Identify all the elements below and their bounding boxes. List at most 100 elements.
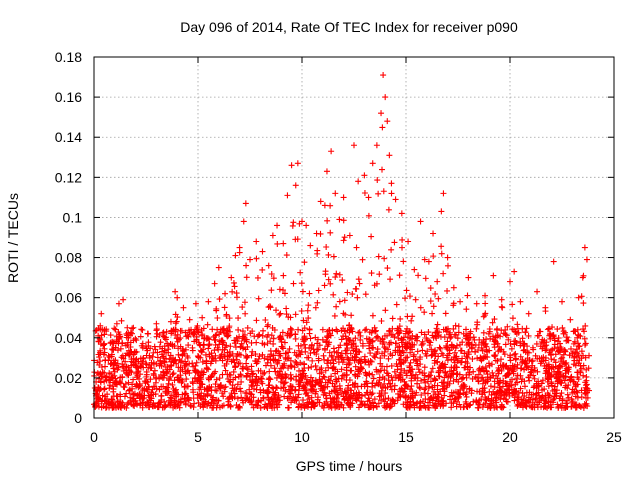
data-point: [403, 287, 410, 294]
data-point: [533, 385, 540, 392]
data-point: [550, 333, 557, 340]
data-point: [560, 372, 567, 379]
data-point: [171, 342, 178, 349]
data-point: [371, 396, 378, 403]
data-point: [555, 346, 562, 353]
data-point: [236, 249, 243, 256]
data-point: [402, 394, 409, 401]
data-point: [447, 335, 454, 342]
data-point: [421, 372, 428, 379]
data-point: [375, 190, 382, 197]
data-point: [225, 402, 232, 409]
data-point: [133, 364, 140, 371]
data-point: [212, 341, 219, 348]
data-point: [410, 351, 417, 358]
data-point: [388, 386, 395, 393]
data-point: [125, 379, 132, 386]
data-point: [559, 324, 566, 331]
data-point: [547, 374, 554, 381]
data-point: [198, 349, 205, 356]
data-point: [436, 344, 443, 351]
y-tick-label: 0.02: [55, 370, 82, 386]
data-point: [276, 286, 283, 293]
data-point: [440, 352, 447, 359]
data-point: [507, 340, 514, 347]
data-point: [305, 315, 312, 322]
data-point: [170, 370, 177, 377]
data-point: [517, 298, 524, 305]
data-point: [204, 402, 211, 409]
data-point: [392, 340, 399, 347]
data-point: [446, 350, 453, 357]
data-point: [368, 233, 375, 240]
data-point: [352, 363, 359, 370]
data-point: [235, 315, 242, 322]
data-point: [137, 394, 144, 401]
data-point: [308, 381, 315, 388]
data-point: [340, 333, 347, 340]
data-point: [534, 355, 541, 362]
data-point: [174, 314, 181, 321]
data-point: [468, 387, 475, 394]
data-point: [185, 367, 192, 374]
data-point: [237, 388, 244, 395]
data-point: [297, 342, 304, 349]
data-point: [174, 374, 181, 381]
data-point: [480, 313, 487, 320]
data-point: [396, 323, 403, 330]
data-point: [539, 345, 546, 352]
data-point: [301, 365, 308, 372]
y-tick-label: 0.14: [55, 129, 82, 145]
data-point: [438, 363, 445, 370]
data-point: [210, 356, 217, 363]
data-point: [277, 310, 284, 317]
data-point: [432, 377, 439, 384]
data-point: [310, 346, 317, 353]
data-point: [182, 346, 189, 353]
data-point: [428, 346, 435, 353]
data-point: [134, 392, 141, 399]
data-point: [226, 323, 233, 330]
data-point: [522, 329, 529, 336]
data-point: [474, 388, 481, 395]
data-point: [463, 403, 470, 410]
data-point: [242, 310, 249, 317]
data-point: [95, 384, 102, 391]
data-point: [139, 355, 146, 362]
data-point: [271, 399, 278, 406]
data-point: [362, 391, 369, 398]
data-point: [298, 307, 305, 314]
data-point: [162, 389, 169, 396]
data-point: [329, 365, 336, 372]
data-point: [296, 401, 303, 408]
data-point: [352, 348, 359, 355]
data-point: [384, 370, 391, 377]
data-point: [112, 326, 119, 333]
data-point: [514, 372, 521, 379]
data-point: [101, 397, 108, 404]
data-point: [352, 285, 359, 292]
data-point: [529, 362, 536, 369]
data-point: [336, 298, 343, 305]
data-point: [391, 382, 398, 389]
data-point: [363, 380, 370, 387]
data-point: [327, 229, 334, 236]
data-point: [325, 251, 332, 258]
data-point: [98, 404, 105, 411]
data-point: [177, 368, 184, 375]
data-point: [405, 329, 412, 336]
data-point: [455, 329, 462, 336]
data-point: [418, 392, 425, 399]
data-point: [280, 240, 287, 247]
data-point: [532, 395, 539, 402]
data-point: [249, 348, 256, 355]
data-point: [526, 389, 533, 396]
data-point: [369, 371, 376, 378]
data-point: [461, 364, 468, 371]
data-point: [332, 190, 339, 197]
data-point: [574, 353, 581, 360]
data-point: [224, 333, 231, 340]
data-point: [194, 395, 201, 402]
data-point: [542, 347, 549, 354]
data-point: [348, 312, 355, 319]
